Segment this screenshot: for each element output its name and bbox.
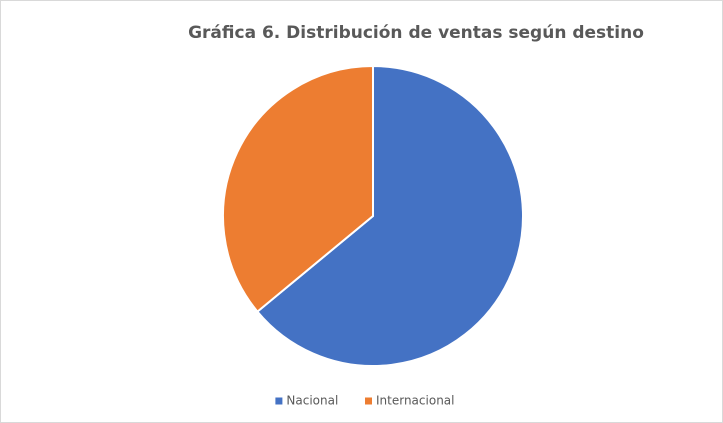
- legend-label: Internacional: [376, 394, 454, 408]
- legend-swatch: [365, 397, 372, 405]
- chart-title: Gráfica 6. Distribución de ventas según …: [188, 23, 644, 43]
- pie-slice: [222, 64, 374, 314]
- pie-slice: [256, 64, 524, 367]
- legend-swatch: [275, 397, 283, 405]
- legend-label: Nacional: [286, 394, 338, 408]
